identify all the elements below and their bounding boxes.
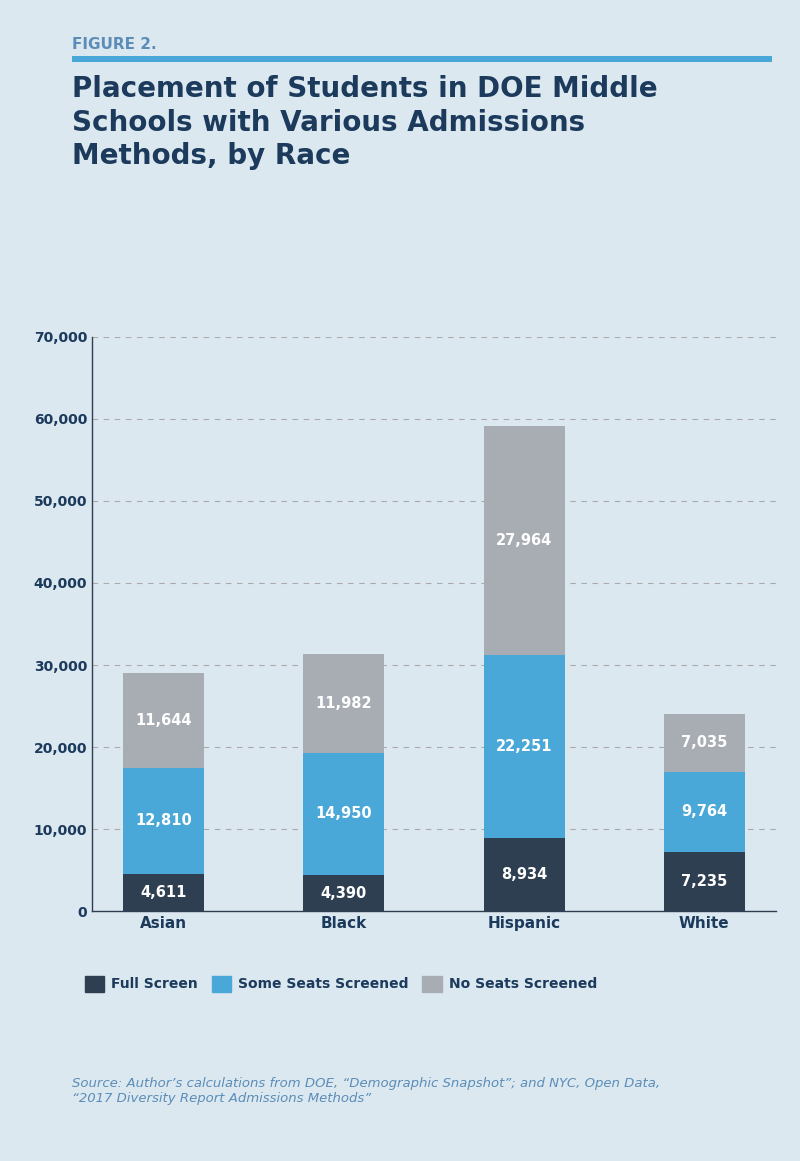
Text: FIGURE 2.: FIGURE 2. [72, 37, 157, 52]
Bar [303, 875, 385, 911]
Legend: Full Screen, Some Seats Screened, No Seats Screened: Full Screen, Some Seats Screened, No Sea… [79, 971, 602, 997]
Text: 27,964: 27,964 [496, 533, 552, 548]
Text: 7,235: 7,235 [682, 874, 727, 889]
Text: 14,950: 14,950 [315, 807, 372, 822]
Bar [664, 772, 745, 852]
Text: Placement of Students in DOE Middle
Schools with Various Admissions
Methods, by : Placement of Students in DOE Middle Scho… [72, 75, 658, 171]
Bar [303, 752, 385, 875]
Text: 4,390: 4,390 [321, 886, 367, 901]
Bar [123, 873, 204, 911]
Bar [664, 852, 745, 911]
Text: 8,934: 8,934 [501, 867, 547, 882]
Text: 4,611: 4,611 [141, 885, 187, 900]
Bar [483, 426, 565, 655]
Text: 12,810: 12,810 [135, 814, 192, 829]
Bar [664, 714, 745, 772]
Bar [303, 655, 385, 752]
Text: 7,035: 7,035 [681, 735, 727, 750]
Bar [123, 672, 204, 769]
Text: 11,982: 11,982 [315, 695, 372, 711]
Text: 11,644: 11,644 [135, 713, 192, 728]
Bar [483, 838, 565, 911]
Text: Source: Author’s calculations from DOE, “Demographic Snapshot”; and NYC, Open Da: Source: Author’s calculations from DOE, … [72, 1077, 660, 1105]
Bar [483, 655, 565, 838]
Text: 22,251: 22,251 [496, 740, 552, 755]
Bar [123, 769, 204, 873]
Text: 9,764: 9,764 [682, 805, 727, 820]
